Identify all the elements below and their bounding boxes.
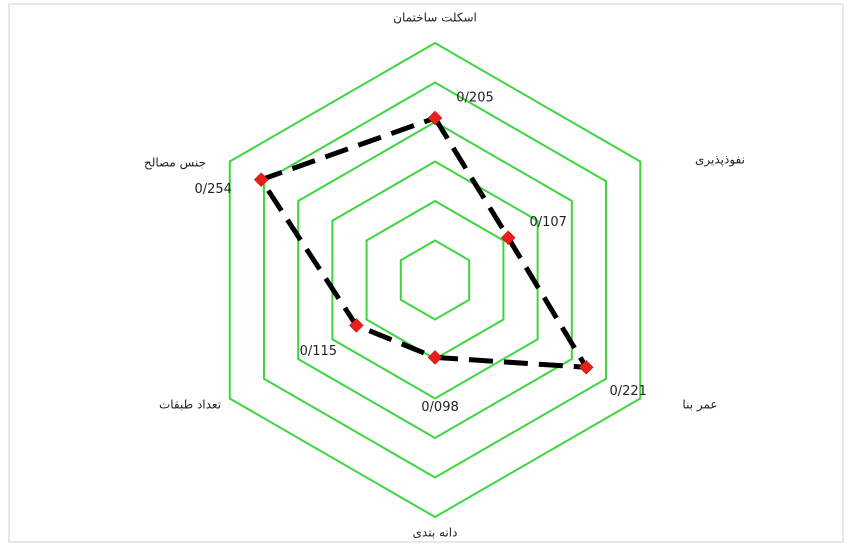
data-marker bbox=[427, 110, 443, 126]
value-label: 0/115 bbox=[300, 344, 337, 359]
category-label: جنس مصالح bbox=[144, 156, 206, 171]
category-label: عمر بنا bbox=[682, 398, 717, 413]
plot-border bbox=[8, 3, 844, 543]
grid-ring bbox=[331, 160, 539, 400]
data-marker bbox=[500, 230, 516, 246]
grid-ring bbox=[399, 239, 471, 321]
grid-ring bbox=[297, 120, 573, 440]
value-label: 0/254 bbox=[194, 182, 231, 197]
category-label: نفوذپذیری bbox=[695, 153, 745, 168]
category-label: دانه بندی bbox=[413, 526, 458, 540]
data-marker bbox=[253, 172, 269, 188]
value-label: 0/107 bbox=[529, 215, 566, 230]
data-marker bbox=[578, 359, 594, 375]
category-label: تعداد طبقات bbox=[159, 398, 221, 412]
category-label: اسکلت ساختمان bbox=[393, 11, 477, 25]
value-label: 0/221 bbox=[609, 384, 646, 399]
grid-ring bbox=[228, 41, 642, 519]
data-marker bbox=[348, 318, 364, 333]
value-label: 0/205 bbox=[456, 91, 493, 106]
value-label: 0/098 bbox=[421, 400, 458, 415]
data-marker bbox=[427, 350, 443, 365]
